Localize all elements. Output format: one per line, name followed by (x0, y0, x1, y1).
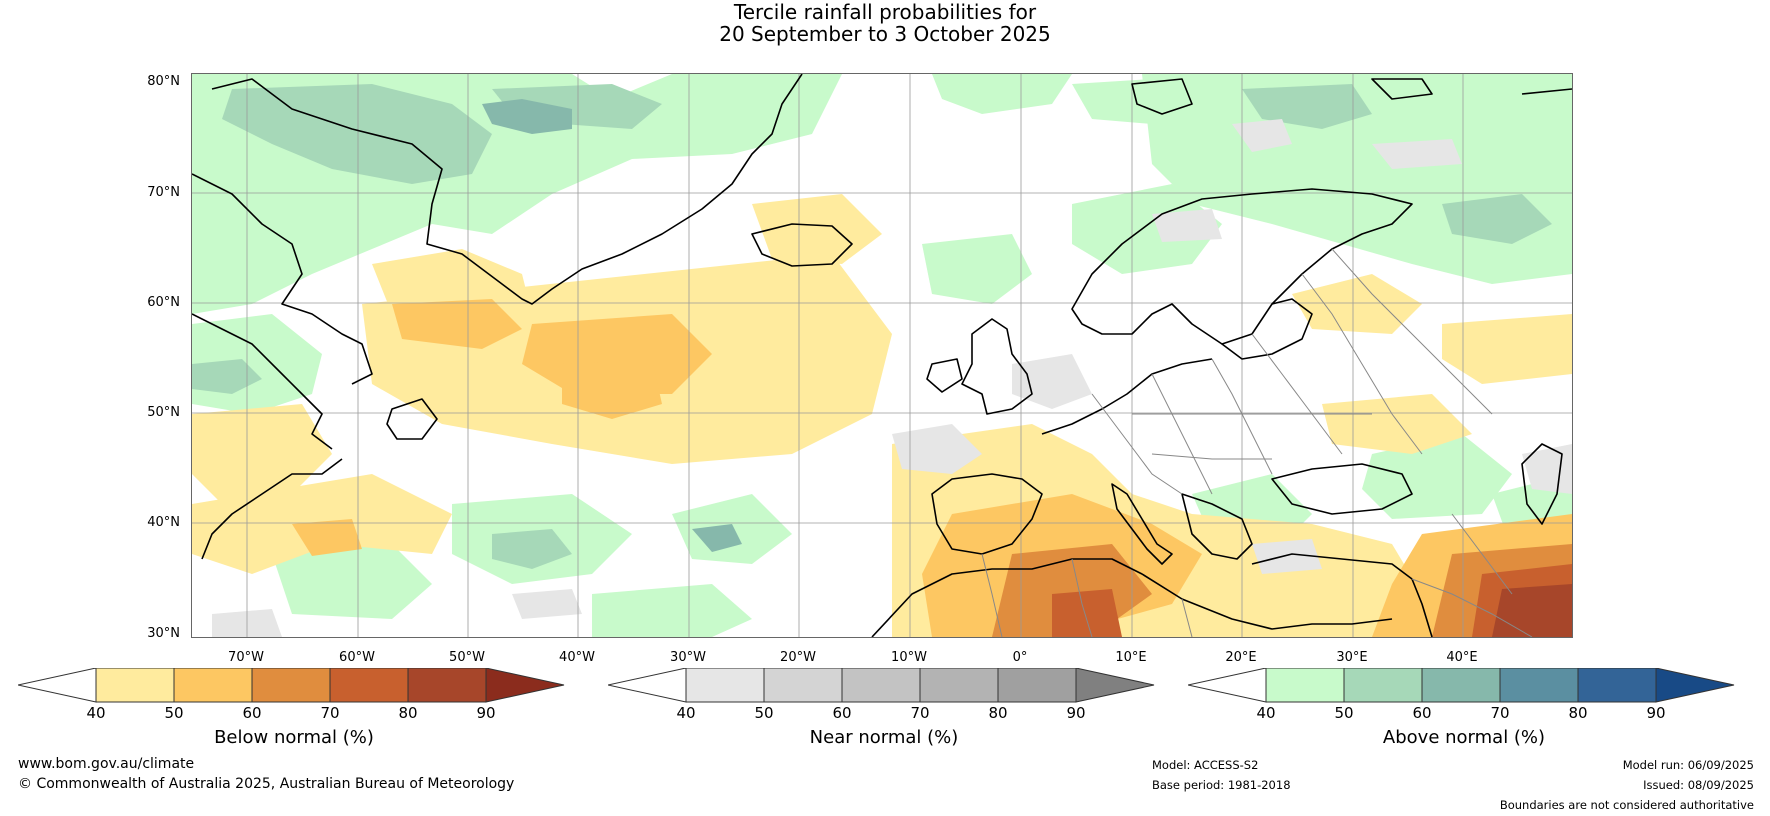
lon-label-10w: 10°W (891, 650, 927, 665)
near-normal-tick: 50 (754, 704, 774, 722)
below-normal-tick: 70 (320, 704, 340, 722)
below-normal-swatch-80-90 (407, 668, 487, 703)
lat-label-80n: 80°N (147, 74, 180, 89)
lon-label-40w: 40°W (559, 650, 595, 665)
above-normal-tick: 70 (1490, 704, 1510, 722)
above-normal-tick: 60 (1412, 704, 1432, 722)
below-normal-tick: 40 (86, 704, 106, 722)
near-normal-swatch-40-50 (685, 668, 765, 703)
near-normal-tick: 80 (988, 704, 1008, 722)
lon-label-10e: 10°E (1115, 650, 1147, 665)
map-title-line2: 20 September to 3 October 2025 (719, 22, 1051, 46)
near-normal-swatch-80-90 (997, 668, 1077, 703)
probability-map-canvas (192, 74, 1572, 637)
above-normal-tick: 80 (1568, 704, 1588, 722)
above-normal-title: Above normal (%) (1382, 727, 1546, 748)
above-normal-swatch-50-60 (1343, 668, 1423, 703)
below-normal-swatch-40-50 (95, 668, 175, 703)
above-normal-tick: 40 (1256, 704, 1276, 722)
copyright-notice: © Commonwealth of Australia 2025, Austra… (18, 776, 515, 792)
lon-label-70w: 70°W (228, 650, 264, 665)
lon-label-50w: 50°W (449, 650, 485, 665)
lon-label-60w: 60°W (339, 650, 375, 665)
above-normal-tick: 90 (1646, 704, 1666, 722)
base-period: Base period: 1981-2018 (1152, 778, 1291, 792)
below-normal-title: Below normal (%) (214, 727, 374, 748)
below-normal-swatch-70-80 (329, 668, 409, 703)
above-normal-swatch-over (1655, 668, 1735, 703)
above-normal-swatch-40-50 (1265, 668, 1345, 703)
near-normal-swatch-50-60 (763, 668, 843, 703)
lon-label-40e: 40°E (1446, 650, 1478, 665)
boundaries-disclaimer: Boundaries are not considered authoritat… (1499, 798, 1754, 812)
lon-label-0: 0° (1012, 650, 1028, 665)
lon-label-20e: 20°E (1225, 650, 1257, 665)
above-normal-swatch-70-80 (1499, 668, 1579, 703)
bom-website: www.bom.gov.au/climate (18, 756, 195, 772)
lon-label-20w: 20°W (780, 650, 816, 665)
lon-label-30w: 30°W (670, 650, 706, 665)
below-normal-swatch-60-70 (251, 668, 331, 703)
near-normal-swatch-over (1075, 668, 1155, 703)
map-title-line1: Tercile rainfall probabilities for (733, 0, 1037, 24)
below-normal-tick: 90 (476, 704, 496, 722)
lat-label-60n: 60°N (147, 295, 180, 310)
near-normal-swatch-under (608, 668, 687, 703)
near-normal-tick: 40 (676, 704, 696, 722)
above-normal-colorbar (1188, 668, 1735, 703)
near-normal-title: Near normal (%) (809, 727, 959, 748)
below-normal-swatch-under (18, 668, 97, 703)
map-graticule (192, 74, 1572, 637)
lat-label-70n: 70°N (147, 185, 180, 200)
near-normal-swatch-70-80 (919, 668, 999, 703)
model-run-date: Model run: 06/09/2025 (1622, 758, 1754, 772)
above-normal-tick: 50 (1334, 704, 1354, 722)
near-normal-swatch-60-70 (841, 668, 921, 703)
near-normal-tick: 90 (1066, 704, 1086, 722)
below-normal-swatch-over (485, 668, 565, 703)
model-name: Model: ACCESS-S2 (1152, 758, 1259, 772)
below-normal-colorbar (18, 668, 565, 703)
issued-date: Issued: 08/09/2025 (1643, 778, 1754, 792)
near-normal-tick: 70 (910, 704, 930, 722)
below-normal-swatch-50-60 (173, 668, 253, 703)
near-normal-colorbar (608, 668, 1155, 703)
lat-label-50n: 50°N (147, 405, 180, 420)
above-normal-swatch-80-90 (1577, 668, 1657, 703)
below-normal-tick: 80 (398, 704, 418, 722)
near-normal-patches (212, 119, 1572, 637)
probability-map (191, 73, 1573, 638)
below-normal-tick: 60 (242, 704, 262, 722)
above-normal-swatch-under (1188, 668, 1267, 703)
lat-label-30n: 30°N (147, 626, 180, 641)
country-borders (981, 248, 1533, 637)
near-normal-tick: 60 (832, 704, 852, 722)
above-normal-swatch-60-70 (1421, 668, 1501, 703)
lat-label-40n: 40°N (147, 515, 180, 530)
below-normal-tick: 50 (164, 704, 184, 722)
lon-label-30e: 30°E (1336, 650, 1368, 665)
